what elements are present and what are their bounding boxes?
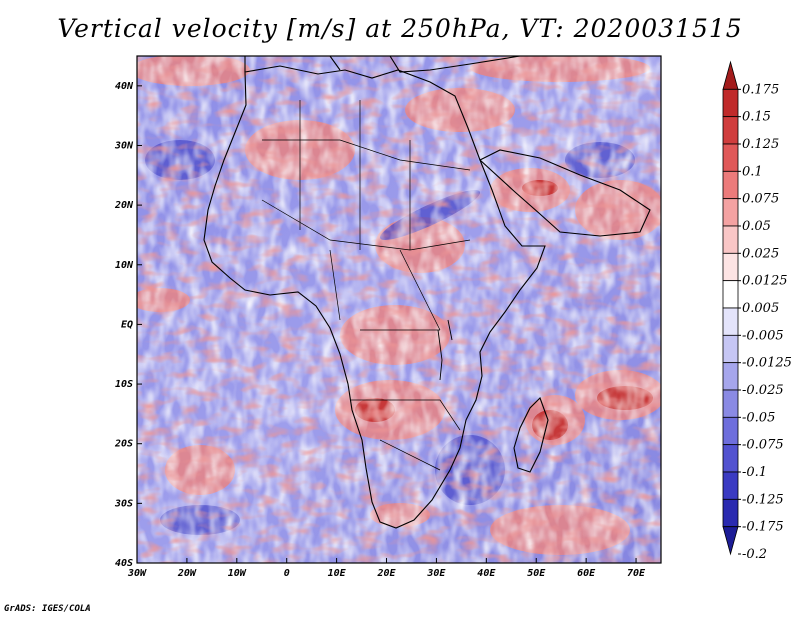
lon-tick-label: 10W [228,568,247,579]
velocity-field [137,56,661,563]
colorbar-swatch [722,88,739,118]
borders [261,100,471,471]
colorbar-label: -0.025 [742,383,784,398]
colorbar-label: -0.1 [742,465,767,480]
colorbar-swatch [722,498,739,528]
lon-tick-label: 60E [577,568,596,579]
africa-coastline [203,65,546,529]
colorbar-label: 0.175 [742,82,779,97]
colorbar-swatch [722,389,739,418]
colorbar-swatch [722,362,739,391]
colorbar-swatch [722,170,739,200]
colorbar-label: 0.025 [742,246,779,261]
colorbar-swatch [722,225,739,254]
colorbar-swatch [722,334,739,364]
colorbar-swatch [722,307,739,336]
lon-tick-label: 0 [284,568,290,579]
lakes [437,319,453,381]
colorbar-label: -0.125 [742,492,784,507]
colorbar-label: 0.075 [742,192,779,207]
lat-tick-label: 10N [115,260,134,271]
colorbar-swatch [722,444,739,473]
madagascar-coastline [513,397,549,473]
colorbar-swatch [722,143,739,172]
lon-tick-label: 20W [177,568,197,579]
lon-tick-label: 30W [127,568,147,579]
latitude-axis: 40N 30N 20N 10N EQ 10S 20S 30S 40S [114,81,142,569]
lon-tick-label: 40E [477,568,496,579]
lon-tick-label: 20E [376,568,396,579]
colorbar-label: -0.005 [742,328,784,343]
colorbar-swatch [722,416,739,446]
coastlines [203,56,651,529]
lat-tick-label: 30S [114,498,133,509]
colorbar-label: 0.0125 [742,274,788,289]
colorbar-swatch [722,526,739,556]
lat-tick-label: 20N [114,200,134,211]
arabia-coastline [479,149,651,237]
colorbar-label: 0.1 [742,164,763,179]
europe-coastline [244,56,521,73]
lat-tick-label: 40N [115,81,134,92]
colorbar-swatch [722,280,739,309]
lat-tick-label: 20S [114,439,133,450]
colorbar-label: 0.005 [742,301,779,316]
lat-tick-label: 30N [114,140,134,151]
colorbar-label: -0.175 [742,520,784,535]
lon-tick-label: 50E [527,568,546,579]
colorbar-swatch [722,116,739,145]
plot-title: Vertical velocity [m/s] at 250hPa, VT: 2… [57,14,743,43]
lon-tick-label: 10E [328,568,347,579]
colorbar-swatch [722,252,739,282]
colorbar-label: -0.0125 [742,356,792,371]
lat-tick-label: EQ [121,319,133,330]
grads-credit: GrADS: IGES/COLA [4,604,91,614]
colorbar: 0.175 0.15 0.125 0.1 0.075 0.05 0.025 0.0125 0.0… [722,60,792,562]
colorbar-label: 0.15 [742,110,771,125]
lon-tick-label: 70E [627,568,646,579]
plot-frame [136,55,662,564]
colorbar-label: 0.125 [742,137,779,152]
lat-tick-label: 10S [115,379,133,390]
colorbar-label: -0.075 [742,438,784,453]
colorbar-label: 0.05 [742,219,771,234]
colorbar-swatch [722,198,739,227]
colorbar-label: -0.05 [742,410,775,425]
longitude-axis: 30W 20W 10W 0 10E 20E 30E 40E 50E 60E 70E [127,558,646,579]
lon-tick-label: 30E [426,568,446,579]
lat-tick-label: 40S [115,558,133,569]
colorbar-label: -0.2 [742,547,767,562]
colorbar-swatch [722,471,739,500]
colorbar-swatch [722,60,739,90]
